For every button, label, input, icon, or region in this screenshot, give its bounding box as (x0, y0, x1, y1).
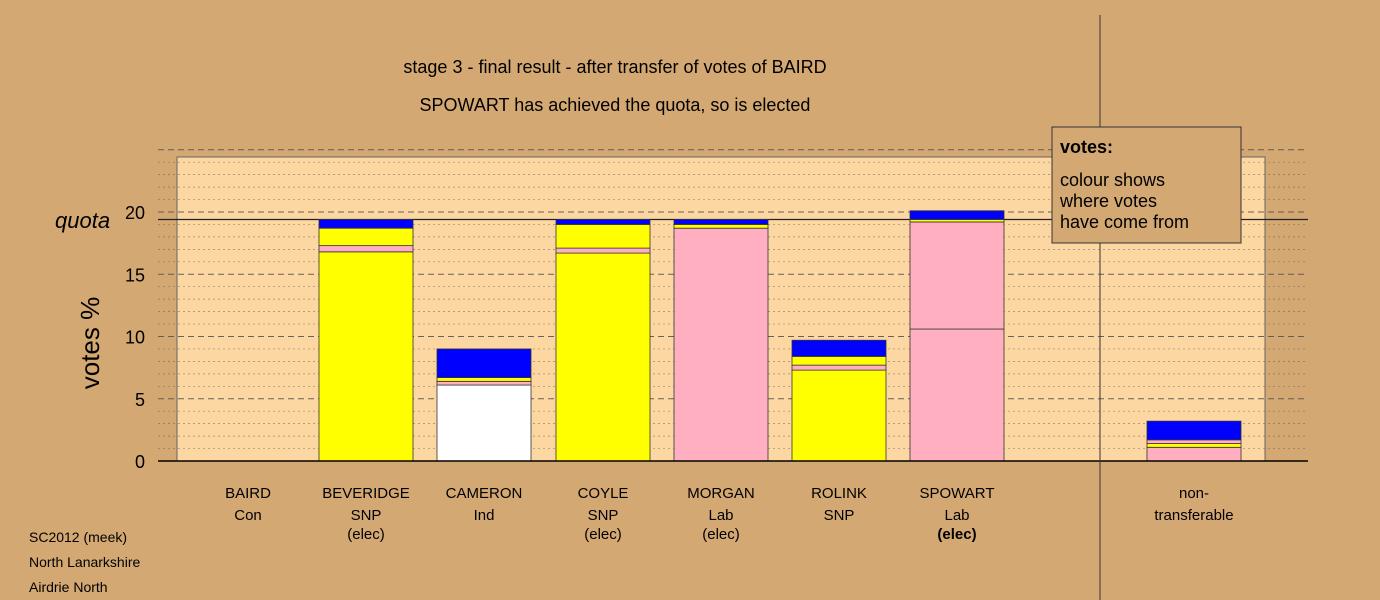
bar-coyle-segment-2 (555, 247, 651, 254)
bar-morgan-segment-2 (673, 224, 769, 229)
bar-cameron-segment-1 (436, 384, 532, 462)
x-label-nontransferable-2: transferable (1154, 507, 1233, 524)
footer-line-2: North Lanarkshire (29, 554, 140, 570)
bar-nontransferable-segment-3 (1146, 439, 1242, 444)
bar-beveridge-segment-2 (318, 245, 414, 253)
x-label-spowart-party: Lab (944, 507, 969, 524)
bar-spowart-segment-2 (909, 221, 1005, 330)
x-labels: BAIRD Con BEVERIDGE SNP (elec) CAMERON Ind COYL… (225, 485, 1234, 543)
bar-spowart-segment-4 (909, 210, 1005, 220)
y-tick-label: 0 (135, 452, 145, 472)
bar-coyle-segment-3 (555, 224, 651, 249)
x-label-beveridge-status: (elec) (347, 526, 385, 543)
x-label-baird-name: BAIRD (225, 485, 271, 502)
legend: votes: colour shows where votes have com… (1051, 126, 1242, 244)
bar-cameron-segment-3 (436, 377, 532, 382)
y-axis-label: votes % (75, 297, 105, 390)
y-tick-label: 10 (125, 328, 145, 348)
bar-rolink-segment-3 (791, 356, 887, 366)
x-label-spowart-status: (elec) (937, 526, 976, 543)
x-label-morgan-status: (elec) (702, 526, 740, 543)
bar-beveridge-segment-4 (318, 219, 414, 229)
footer-line-3: Airdrie North (29, 579, 108, 595)
x-label-baird-party: Con (234, 507, 262, 524)
legend-line-3: have come from (1060, 212, 1189, 232)
legend-line-2: where votes (1059, 191, 1157, 211)
x-label-nontransferable-1: non- (1179, 485, 1209, 502)
y-tick-label: 5 (135, 390, 145, 410)
bar-coyle-segment-4 (555, 219, 651, 225)
x-label-coyle-party: SNP (588, 507, 619, 524)
legend-line-1: colour shows (1060, 170, 1165, 190)
x-label-coyle-status: (elec) (584, 526, 622, 543)
x-label-rolink-name: ROLINK (811, 485, 867, 502)
bar-nontransferable-segment-2 (1146, 443, 1242, 448)
y-tick-label: 20 (125, 203, 145, 223)
x-label-beveridge-name: BEVERIDGE (322, 485, 410, 502)
bar-morgan-segment-3 (673, 219, 769, 225)
bar-cameron-segment-2 (436, 380, 532, 386)
x-label-cameron-party: Ind (474, 507, 495, 524)
x-label-rolink-party: SNP (824, 507, 855, 524)
bar-beveridge-segment-1 (318, 251, 414, 462)
bar-beveridge-segment-3 (318, 227, 414, 247)
x-label-beveridge-party: SNP (351, 507, 382, 524)
x-label-coyle-name: COYLE (578, 485, 629, 502)
bar-rolink-segment-4 (791, 339, 887, 357)
chart-title: stage 3 - final result - after transfer … (403, 57, 826, 77)
quota-label: quota (55, 208, 110, 233)
bar-nontransferable-segment-1 (1146, 446, 1242, 462)
bar-nontransferable-segment-4 (1146, 420, 1242, 441)
y-tick-label: 15 (125, 265, 145, 285)
bar-cameron-segment-4 (436, 348, 532, 378)
x-label-cameron-name: CAMERON (446, 485, 523, 502)
chart-subtitle: SPOWART has achieved the quota, so is el… (420, 95, 811, 115)
footer-line-1: SC2012 (meek) (29, 529, 127, 545)
bar-morgan-segment-1 (673, 227, 769, 462)
x-label-spowart-name: SPOWART (919, 485, 994, 502)
legend-title: votes: (1060, 137, 1113, 157)
y-ticks: 0 5 10 15 20 (125, 203, 145, 472)
bar-spowart-segment-1 (909, 328, 1005, 462)
bars (318, 210, 1242, 462)
bar-coyle-segment-1 (555, 252, 651, 462)
bar-rolink-segment-1 (791, 369, 887, 462)
legend-box (1051, 126, 1242, 244)
bar-rolink-segment-2 (791, 364, 887, 371)
x-label-morgan-party: Lab (708, 507, 733, 524)
x-label-morgan-name: MORGAN (687, 485, 755, 502)
footer: SC2012 (meek) North Lanarkshire Airdrie … (29, 529, 140, 595)
